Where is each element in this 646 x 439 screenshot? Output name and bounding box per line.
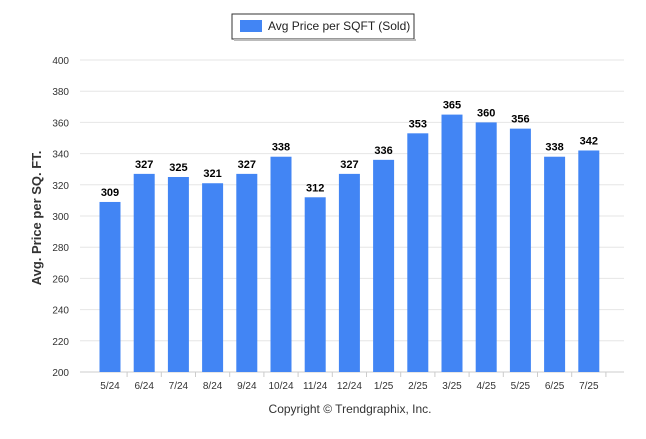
legend-shadow: [234, 39, 416, 41]
legend-swatch: [240, 20, 262, 32]
bar-value-label: 365: [443, 100, 461, 112]
y-axis-tick-labels: 200 220 240 260 280 300 320 340 360 380 400: [52, 56, 69, 379]
bar-value-label: 327: [340, 159, 358, 171]
x-tick-label: 9/24: [237, 381, 257, 392]
bar-value-label: 356: [511, 114, 529, 126]
x-tick-label: 5/24: [100, 381, 120, 392]
bar[interactable]: [475, 122, 497, 373]
bar-value-label: 312: [306, 182, 324, 194]
x-tick-label: 6/24: [134, 381, 154, 392]
x-tick-label: 7/25: [579, 381, 599, 392]
bar[interactable]: [407, 133, 429, 372]
y-tick-label: 320: [52, 181, 69, 192]
x-tick-label: 1/25: [374, 381, 394, 392]
y-tick-label: 340: [52, 150, 69, 161]
bar[interactable]: [338, 173, 360, 372]
y-axis-title: Avg. Price per SQ. FT.: [29, 151, 44, 286]
bar[interactable]: [544, 156, 566, 372]
x-tick-label: 10/24: [268, 381, 293, 392]
bar[interactable]: [202, 183, 224, 372]
legend-box: [231, 13, 415, 40]
bar[interactable]: [578, 150, 600, 372]
bar[interactable]: [236, 173, 258, 372]
bar-value-label: 342: [580, 135, 598, 147]
bar[interactable]: [373, 159, 395, 372]
y-tick-label: 360: [52, 118, 69, 129]
bar-value-label: 338: [545, 142, 563, 154]
x-tick-label: 8/24: [203, 381, 223, 392]
bar[interactable]: [509, 128, 531, 372]
bar-value-label: 327: [135, 159, 153, 171]
x-axis-tick-labels: 5/24 6/24 7/24 8/24 9/24 10/24 11/24 12/24 1/25 2…: [100, 372, 607, 392]
x-tick-label: 6/25: [545, 381, 565, 392]
bar[interactable]: [133, 173, 155, 372]
bar-series: [99, 114, 600, 373]
copyright-text: Copyright © Trendgraphix, Inc.: [269, 402, 432, 416]
bar-value-label: 360: [477, 107, 495, 119]
bar-value-label: 338: [272, 142, 290, 154]
y-tick-label: 240: [52, 306, 69, 317]
x-tick-label: 12/24: [337, 381, 362, 392]
y-tick-label: 300: [52, 212, 69, 223]
legend-label: Avg Price per SQFT (Sold): [268, 19, 410, 33]
bar[interactable]: [304, 197, 326, 372]
y-tick-label: 400: [52, 56, 69, 67]
legend[interactable]: Avg Price per SQFT (Sold): [231, 13, 416, 41]
y-tick-label: 220: [52, 337, 69, 348]
bar-value-label: 336: [374, 145, 392, 157]
data-labels: 309 327 325 321 327 338 312 327 336 353 365 360 356 3…: [101, 100, 598, 199]
bar-value-label: 321: [203, 168, 221, 180]
x-tick-label: 2/25: [408, 381, 428, 392]
x-tick-label: 4/25: [476, 381, 496, 392]
x-tick-label: 11/24: [303, 381, 328, 392]
y-tick-label: 260: [52, 274, 69, 285]
x-tick-label: 7/24: [169, 381, 189, 392]
y-tick-label: 280: [52, 243, 69, 254]
y-tick-label: 200: [52, 368, 69, 379]
bar-value-label: 327: [238, 159, 256, 171]
bar-value-label: 309: [101, 187, 119, 199]
x-tick-label: 3/25: [442, 381, 462, 392]
bar[interactable]: [441, 114, 463, 372]
y-tick-label: 380: [52, 87, 69, 98]
bar[interactable]: [270, 156, 292, 372]
x-tick-label: 5/25: [511, 381, 531, 392]
bar-value-label: 325: [169, 162, 187, 174]
bar[interactable]: [167, 177, 189, 372]
bar[interactable]: [99, 201, 121, 372]
bar-value-label: 353: [409, 118, 427, 130]
